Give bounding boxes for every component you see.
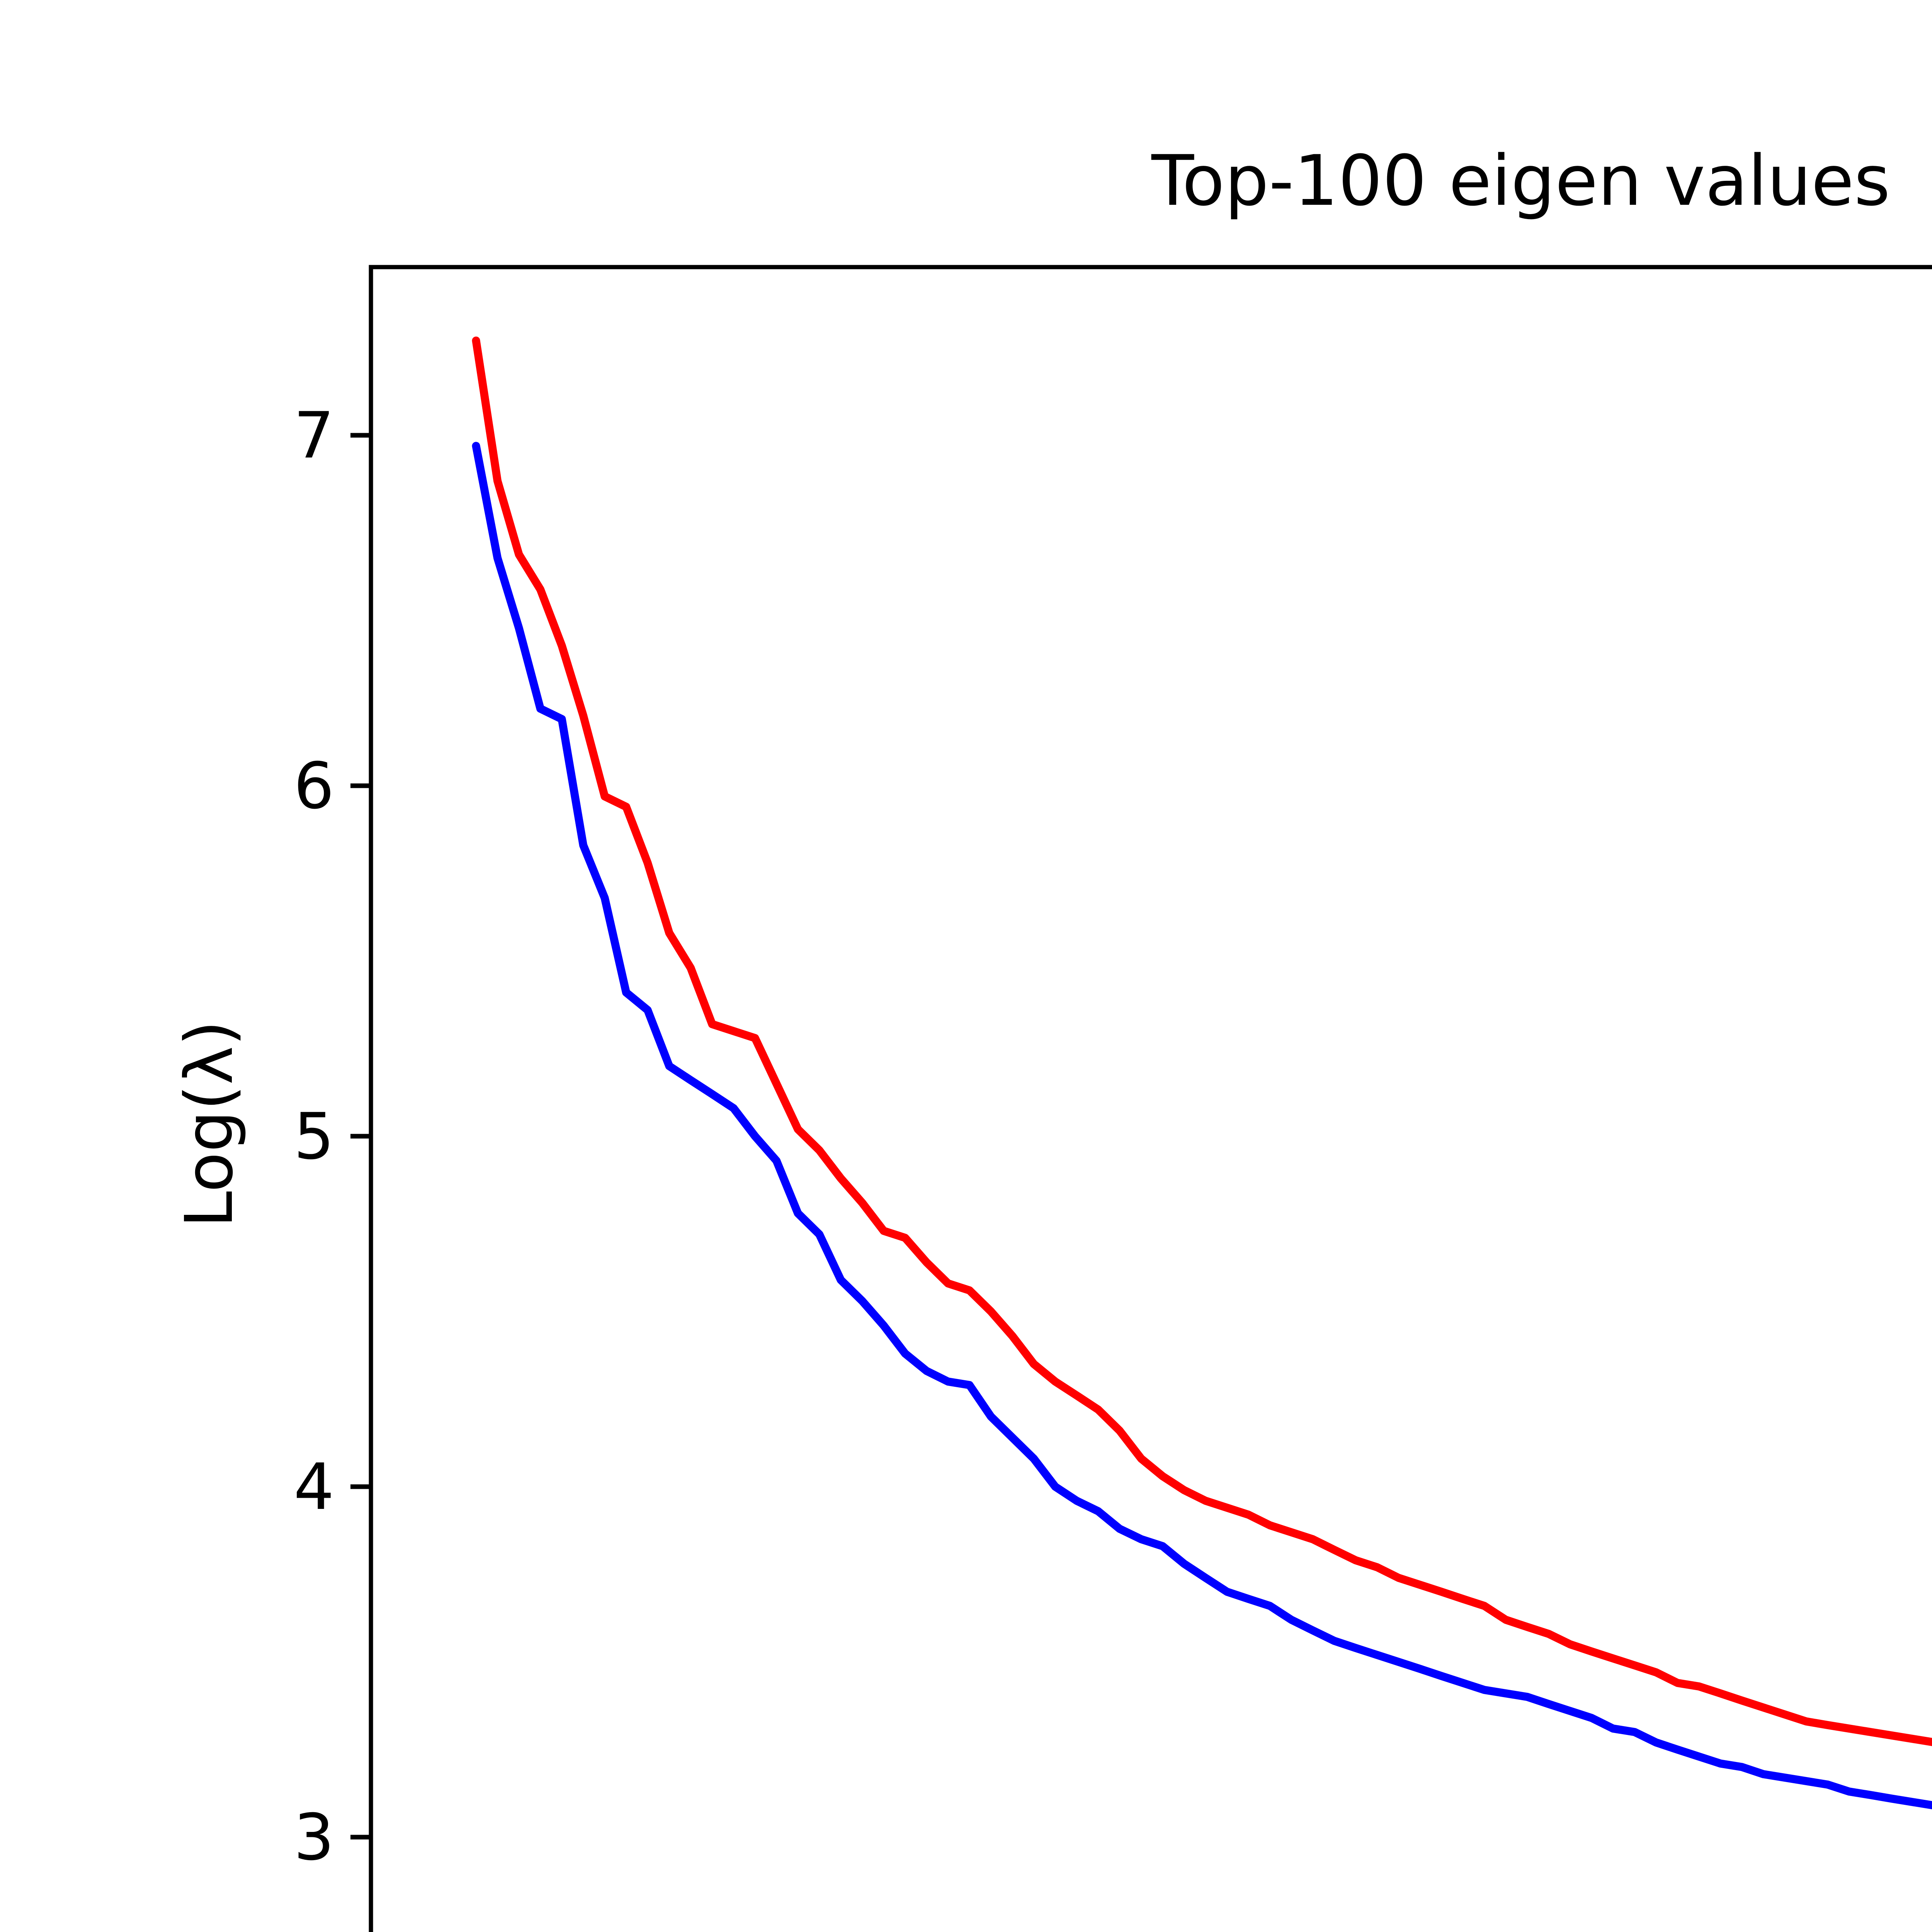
y-tick-label: 4 <box>294 1450 334 1524</box>
y-axis-ticks: 3 4 5 6 7 <box>294 398 371 1874</box>
y-tick-label: 5 <box>294 1099 334 1173</box>
series-lines <box>472 337 1932 1810</box>
red-series-line <box>472 337 1932 1746</box>
y-tick-label: 3 <box>294 1800 334 1874</box>
y-tick-label: 7 <box>294 398 334 473</box>
plot-area <box>369 265 1932 1932</box>
y-axis-label: Log(λ) <box>171 1020 248 1228</box>
blue-series-line <box>472 442 1932 1810</box>
y-tick-label: 6 <box>294 749 334 823</box>
chart-title: Top-100 eigen values <box>1151 141 1890 221</box>
